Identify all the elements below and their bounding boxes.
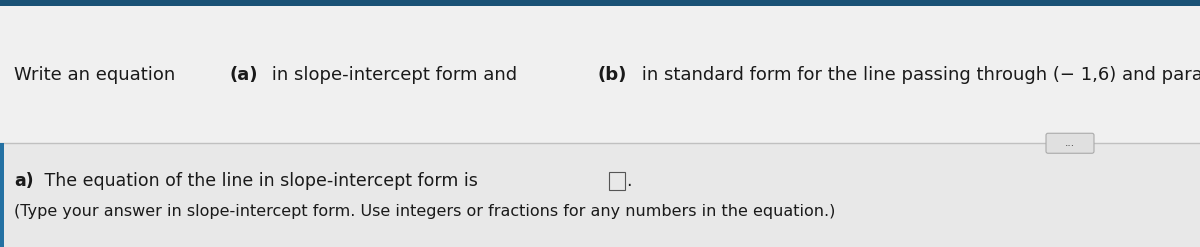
Text: in slope-intercept form and: in slope-intercept form and <box>266 66 523 84</box>
Text: (b): (b) <box>598 66 628 84</box>
Bar <box>0 143 1200 247</box>
FancyBboxPatch shape <box>1046 133 1094 153</box>
Bar <box>0 143 4 247</box>
Text: Write an equation: Write an equation <box>14 66 181 84</box>
Bar <box>0 0 1200 6</box>
Text: (Type your answer in slope-intercept form. Use integers or fractions for any num: (Type your answer in slope-intercept for… <box>14 204 835 219</box>
Text: The equation of the line in slope-intercept form is: The equation of the line in slope-interc… <box>40 172 478 190</box>
FancyBboxPatch shape <box>608 172 625 190</box>
Bar <box>0 6 1200 143</box>
Text: .: . <box>626 172 632 190</box>
Text: in standard form for the line passing through (− 1,6) and parallel to x + 5y = 7: in standard form for the line passing th… <box>636 66 1200 84</box>
Text: (a): (a) <box>229 66 258 84</box>
Text: a): a) <box>14 172 34 190</box>
Text: ...: ... <box>1064 138 1075 148</box>
